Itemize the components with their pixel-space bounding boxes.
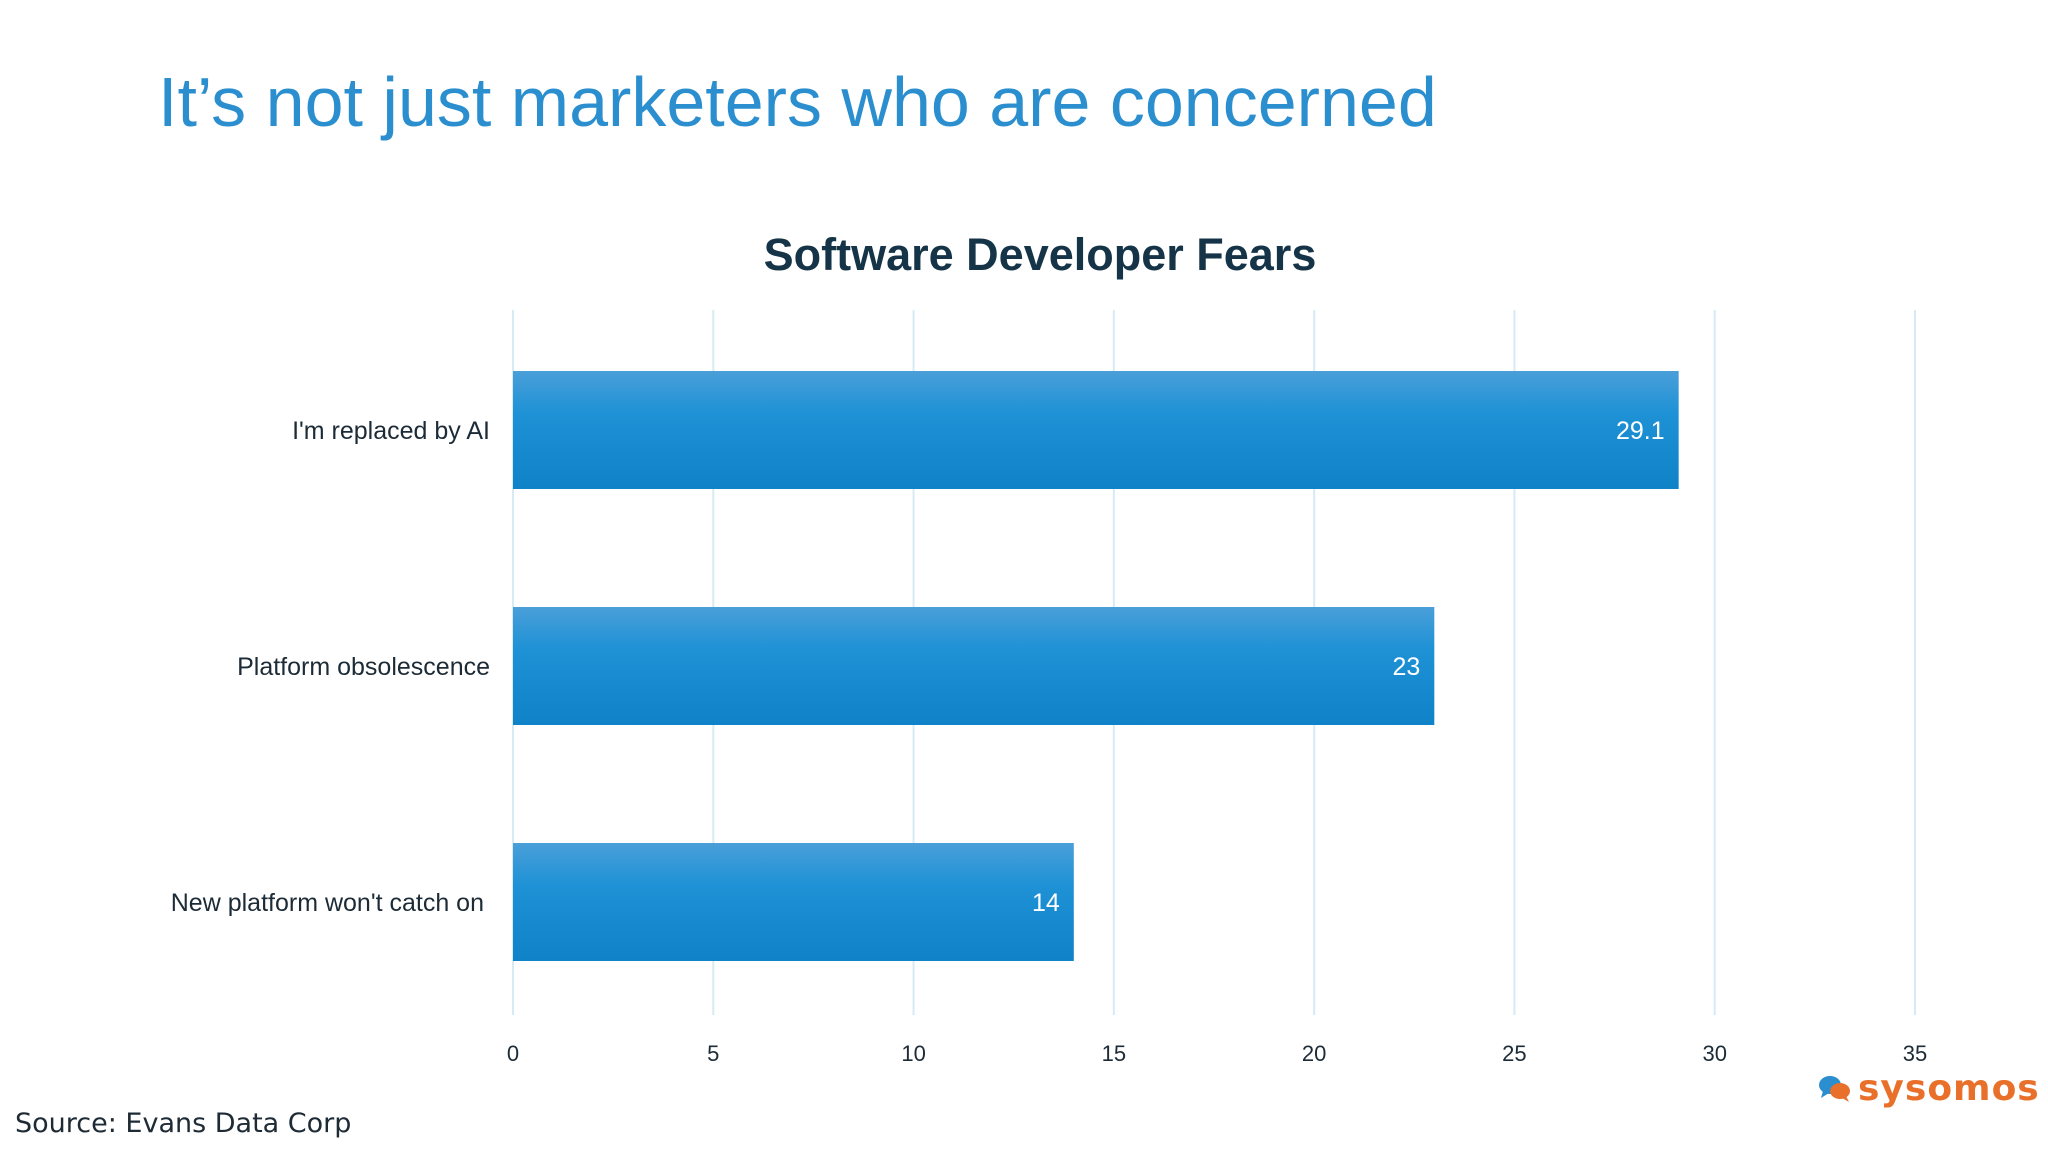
x-tick-label: 0 bbox=[507, 1041, 519, 1066]
source-note: Source: Evans Data Corp bbox=[15, 1108, 352, 1139]
data-label: 23 bbox=[1393, 653, 1421, 681]
chart-title: Software Developer Fears bbox=[764, 229, 1317, 280]
category-label: Platform obsolescence bbox=[237, 653, 490, 681]
category-label: New platform won't catch on bbox=[171, 889, 484, 917]
logo-wordmark: sysomos bbox=[1858, 1068, 2040, 1109]
speech-bubbles-icon bbox=[1819, 1075, 1850, 1102]
x-tick-label: 15 bbox=[1102, 1041, 1126, 1066]
data-label: 14 bbox=[1032, 889, 1060, 917]
bar bbox=[513, 607, 1435, 725]
sysomos-logo: sysomos bbox=[1818, 1068, 2040, 1109]
x-tick-label: 20 bbox=[1302, 1041, 1326, 1066]
bar bbox=[513, 843, 1074, 961]
x-tick-label: 35 bbox=[1903, 1041, 1927, 1066]
x-tick-label: 5 bbox=[707, 1041, 719, 1066]
slide-title: It’s not just marketers who are concerne… bbox=[158, 63, 1437, 141]
x-tick-label: 25 bbox=[1502, 1041, 1526, 1066]
bar bbox=[513, 371, 1679, 489]
data-label: 29.1 bbox=[1616, 417, 1665, 445]
category-label: I'm replaced by AI bbox=[292, 417, 490, 445]
x-tick-label: 30 bbox=[1702, 1041, 1726, 1066]
x-tick-label: 10 bbox=[901, 1041, 925, 1066]
